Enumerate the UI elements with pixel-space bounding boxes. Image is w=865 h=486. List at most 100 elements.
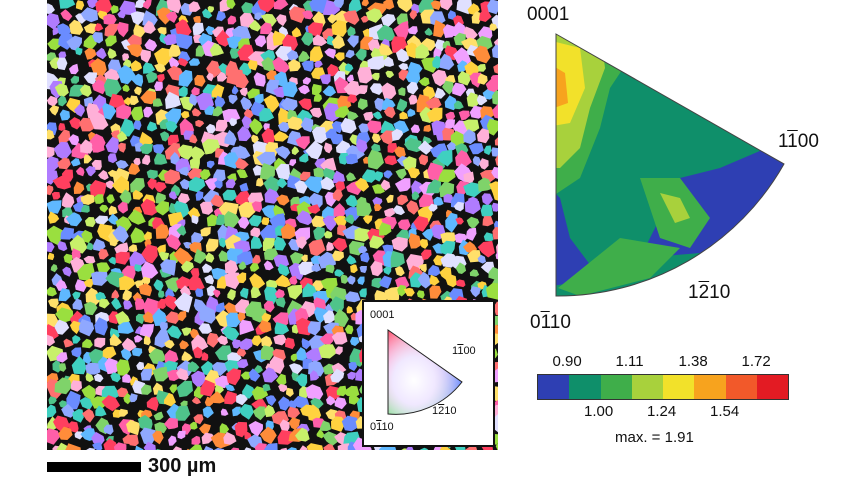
grain xyxy=(420,249,432,260)
grain xyxy=(429,11,446,27)
grain xyxy=(47,225,63,246)
grain xyxy=(242,384,256,399)
grain xyxy=(244,447,252,450)
grain xyxy=(409,272,424,288)
grain xyxy=(153,279,164,292)
grain xyxy=(111,289,120,299)
grain xyxy=(147,121,158,132)
grain xyxy=(469,72,482,88)
grain xyxy=(58,288,71,302)
grain xyxy=(126,419,140,436)
grain xyxy=(130,11,145,26)
grain xyxy=(209,42,224,56)
grain xyxy=(298,84,310,95)
grain xyxy=(331,20,347,37)
grain xyxy=(357,276,365,285)
grain xyxy=(278,384,288,393)
grain xyxy=(356,199,372,217)
grain xyxy=(165,288,175,298)
grain xyxy=(143,20,156,34)
grain xyxy=(254,35,267,48)
grain xyxy=(289,363,304,376)
grain xyxy=(418,263,427,273)
grain xyxy=(262,383,271,392)
pole-label-1-100: 1100 xyxy=(778,131,819,152)
grain xyxy=(78,319,95,337)
grain xyxy=(168,191,178,200)
grain xyxy=(47,324,59,340)
grain xyxy=(384,155,398,166)
grain xyxy=(116,387,129,398)
grain xyxy=(188,1,201,12)
grain xyxy=(358,123,369,135)
color-bar-tick-label: 0.90 xyxy=(552,353,582,370)
grain xyxy=(429,274,440,286)
grain xyxy=(170,152,180,165)
grain xyxy=(407,167,420,179)
grain xyxy=(129,95,139,105)
grain xyxy=(236,169,248,179)
grain xyxy=(399,111,409,120)
grain xyxy=(470,286,481,298)
grain xyxy=(383,106,396,119)
grain xyxy=(273,334,288,346)
grain xyxy=(47,3,55,15)
grain xyxy=(491,44,498,59)
grain xyxy=(81,229,93,243)
grain xyxy=(260,13,277,27)
grain xyxy=(178,86,188,98)
grain xyxy=(84,217,96,228)
grain xyxy=(302,10,314,20)
grain xyxy=(421,57,437,73)
grain xyxy=(58,123,66,131)
grain xyxy=(326,241,335,251)
grain xyxy=(187,168,202,180)
grain xyxy=(477,254,486,264)
grain xyxy=(305,140,323,160)
grain xyxy=(191,232,204,246)
grain xyxy=(194,248,207,264)
grain xyxy=(146,396,159,412)
grain xyxy=(103,424,114,435)
grain xyxy=(476,128,490,144)
grain xyxy=(485,282,498,300)
grain xyxy=(307,22,323,37)
grain xyxy=(408,94,418,105)
grain xyxy=(86,242,95,251)
grain xyxy=(251,236,263,249)
grain xyxy=(101,395,121,412)
grain xyxy=(335,346,343,355)
color-bar-tick-label: 1.72 xyxy=(741,353,771,370)
grain xyxy=(382,56,395,67)
grain xyxy=(477,64,486,72)
grain xyxy=(298,98,312,111)
grain xyxy=(72,409,84,423)
grain xyxy=(472,156,481,167)
grain xyxy=(372,196,383,208)
grain xyxy=(440,240,456,257)
grain xyxy=(47,286,57,297)
grain xyxy=(278,396,291,411)
grain xyxy=(336,385,347,397)
grain xyxy=(295,307,309,323)
grain xyxy=(396,98,408,112)
grain xyxy=(222,189,238,201)
grain xyxy=(201,432,215,445)
grain xyxy=(193,298,207,313)
grain xyxy=(398,63,409,71)
grain xyxy=(395,276,410,290)
grain xyxy=(119,189,132,204)
grain xyxy=(491,202,498,212)
grain xyxy=(467,250,481,263)
grain xyxy=(226,36,241,50)
ipf-key-label-1-210: 1210 xyxy=(432,405,457,417)
grain xyxy=(313,167,325,180)
grain xyxy=(127,434,139,447)
grain xyxy=(110,372,121,383)
grain xyxy=(384,207,396,218)
grain xyxy=(237,312,246,323)
grain xyxy=(417,140,434,155)
grain xyxy=(47,95,58,107)
grain xyxy=(116,104,132,120)
grain xyxy=(305,384,324,401)
